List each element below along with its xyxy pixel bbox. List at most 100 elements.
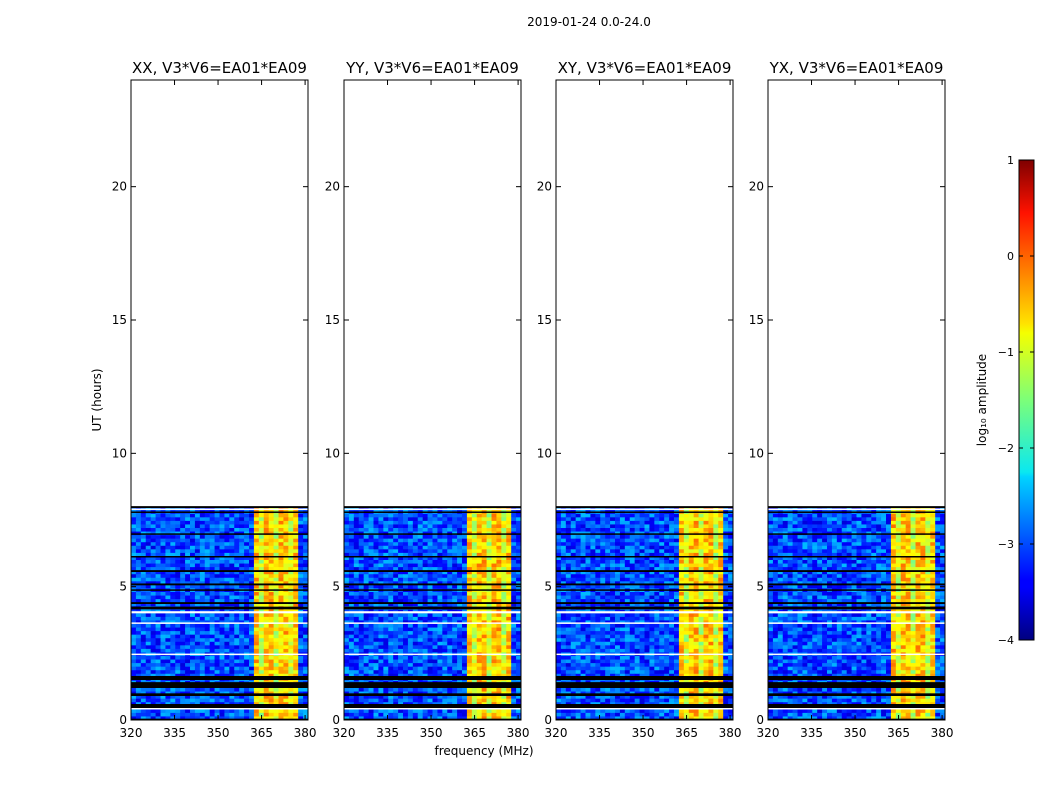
heatmap-cell bbox=[378, 631, 384, 636]
heatmap-cell bbox=[253, 513, 260, 518]
heatmap-cell bbox=[244, 716, 250, 721]
heatmap-cell bbox=[303, 535, 309, 540]
heatmap-cell bbox=[263, 552, 270, 557]
heatmap-cell bbox=[358, 599, 365, 604]
heatmap-cell bbox=[135, 656, 142, 660]
heatmap-cell bbox=[363, 709, 369, 714]
heatmap-cell bbox=[344, 638, 350, 643]
heatmap-cell bbox=[288, 645, 294, 650]
heatmap-cell bbox=[199, 570, 206, 575]
heatmap-cell bbox=[204, 631, 211, 636]
heatmap-cell bbox=[140, 545, 147, 550]
heatmap-cell bbox=[471, 542, 478, 547]
heatmap-cell bbox=[249, 513, 255, 518]
heatmap-cell bbox=[511, 659, 517, 664]
heatmap-cell bbox=[486, 663, 492, 668]
heatmap-cell bbox=[155, 624, 161, 628]
heatmap-cell bbox=[466, 656, 473, 660]
heatmap-cell bbox=[629, 560, 636, 564]
heatmap-cell bbox=[393, 716, 399, 721]
heatmap-cell bbox=[471, 528, 478, 532]
heatmap-cell bbox=[150, 549, 156, 554]
heatmap-cell bbox=[165, 542, 171, 547]
heatmap-cell bbox=[288, 599, 294, 604]
heatmap-cell bbox=[452, 528, 458, 532]
heatmap-cell bbox=[481, 645, 487, 650]
heatmap-cell bbox=[273, 670, 279, 675]
heatmap-cell bbox=[229, 570, 235, 575]
heatmap-cell bbox=[234, 517, 240, 522]
heatmap-cell bbox=[288, 563, 294, 568]
heatmap-cell bbox=[185, 688, 191, 692]
heatmap-cell bbox=[288, 616, 294, 621]
flagged-row bbox=[131, 718, 308, 721]
heatmap-cell bbox=[417, 524, 424, 529]
heatmap-cell bbox=[432, 656, 438, 660]
heatmap-cell bbox=[263, 535, 270, 540]
heatmap-cell bbox=[511, 670, 517, 675]
heatmap-cell bbox=[214, 563, 220, 568]
heatmap-cell bbox=[263, 663, 270, 668]
heatmap-cell bbox=[135, 716, 142, 721]
heatmap-cell bbox=[185, 627, 191, 632]
heatmap-cell bbox=[348, 524, 355, 529]
heatmap-cell bbox=[145, 584, 152, 589]
heatmap-cell bbox=[239, 577, 245, 582]
heatmap-cell bbox=[703, 538, 709, 543]
heatmap-cell bbox=[457, 659, 463, 664]
heatmap-cell bbox=[363, 616, 369, 621]
heatmap-cell bbox=[491, 560, 497, 564]
heatmap-cell bbox=[135, 556, 142, 561]
heatmap-cell bbox=[471, 592, 478, 596]
heatmap-cell bbox=[165, 648, 171, 653]
heatmap-cell bbox=[170, 570, 176, 575]
heatmap-cell bbox=[422, 631, 428, 636]
heatmap-cell bbox=[491, 599, 497, 604]
heatmap-cell bbox=[615, 552, 621, 557]
heatmap-cell bbox=[723, 524, 729, 529]
heatmap-cell bbox=[358, 602, 365, 607]
heatmap-cell bbox=[303, 666, 309, 671]
heatmap-cell bbox=[353, 602, 360, 607]
heatmap-cell bbox=[373, 602, 379, 607]
heatmap-cell bbox=[204, 624, 211, 628]
heatmap-cell bbox=[199, 549, 206, 554]
heatmap-cell bbox=[298, 645, 304, 650]
heatmap-cell bbox=[427, 570, 433, 575]
heatmap-cell bbox=[506, 656, 512, 660]
heatmap-cell bbox=[190, 520, 196, 525]
heatmap-cell bbox=[185, 712, 191, 717]
heatmap-cell bbox=[278, 552, 284, 557]
heatmap-cell bbox=[452, 641, 458, 646]
heatmap-cell bbox=[348, 602, 355, 607]
heatmap-cell bbox=[293, 535, 299, 540]
heatmap-cell bbox=[378, 673, 384, 678]
heatmap-cell bbox=[131, 552, 137, 557]
heatmap-cell bbox=[194, 709, 201, 714]
heatmap-cell bbox=[462, 520, 468, 525]
heatmap-cell bbox=[486, 613, 492, 618]
heatmap-cell bbox=[422, 577, 428, 582]
heatmap-cell bbox=[249, 616, 255, 621]
heatmap-cell bbox=[358, 545, 365, 550]
heatmap-cell bbox=[190, 695, 196, 700]
heatmap-cell bbox=[283, 659, 289, 664]
heatmap-cell bbox=[383, 634, 389, 639]
heatmap-cell bbox=[476, 592, 483, 596]
heatmap-cell bbox=[718, 517, 724, 522]
heatmap-cell bbox=[590, 528, 596, 532]
heatmap-cell bbox=[412, 513, 419, 518]
heatmap-cell bbox=[506, 570, 512, 575]
heatmap-cell bbox=[516, 624, 522, 628]
heatmap-cell bbox=[471, 545, 478, 550]
heatmap-cell bbox=[373, 535, 379, 540]
heatmap-cell bbox=[427, 538, 433, 543]
heatmap-cell bbox=[303, 574, 309, 579]
heatmap-cell bbox=[501, 709, 507, 714]
heatmap-cell bbox=[585, 538, 591, 543]
heatmap-cell bbox=[516, 545, 522, 550]
heatmap-cell bbox=[234, 584, 240, 589]
heatmap-cell bbox=[403, 538, 409, 543]
heatmap-cell bbox=[664, 513, 670, 518]
